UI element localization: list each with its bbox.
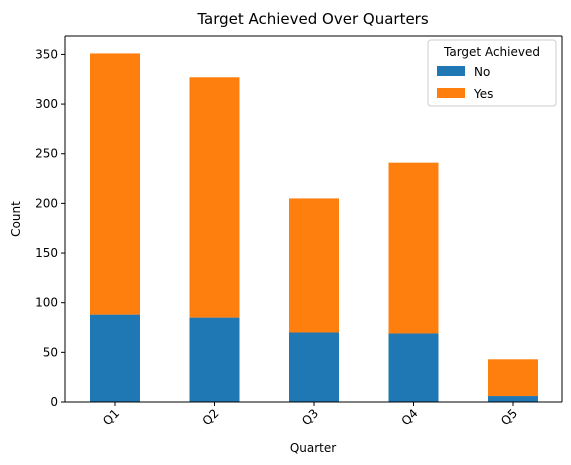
legend: Target Achieved No Yes [427,39,557,107]
chart-title: Target Achieved Over Quarters [196,10,429,28]
legend-title: Target Achieved [443,45,540,59]
legend-swatch-yes [437,88,465,98]
bar-yes-q3 [289,198,339,333]
bar-no-q2 [189,317,240,402]
x-tick-label: Q3 [299,406,321,428]
y-tick-label: 100 [35,296,58,310]
bar-yes-q5 [488,359,538,397]
bar-no-q1 [90,314,140,402]
y-tick-label: 350 [35,47,58,61]
bar-yes-q1 [90,53,140,315]
bar-no-q3 [289,332,339,402]
bars-group [90,53,538,402]
legend-items: No Yes [437,65,493,101]
legend-swatch-no [437,66,465,76]
y-tick-label: 50 [43,345,58,359]
x-tick-label: Q4 [399,406,421,428]
legend-label-yes: Yes [473,87,493,101]
x-axis-label: Quarter [290,441,336,455]
bar-no-q5 [488,396,538,402]
x-ticks-group: Q1 Q2 Q3 Q4 Q5 [100,402,520,428]
bar-yes-q4 [388,162,439,334]
y-tick-label: 300 [35,97,58,111]
legend-label-no: No [474,65,490,79]
x-tick-label: Q2 [200,406,222,428]
y-tick-label: 250 [35,147,58,161]
x-tick-label: Q5 [498,406,520,428]
y-axis-label: Count [9,201,23,237]
bar-yes-q2 [189,77,240,318]
x-tick-label: Q1 [100,406,122,428]
y-ticks-group: 0 50 100 150 200 250 300 350 [35,47,65,409]
bar-no-q4 [388,333,439,402]
y-tick-label: 0 [50,395,58,409]
y-tick-label: 150 [35,246,58,260]
y-tick-label: 200 [35,196,58,210]
